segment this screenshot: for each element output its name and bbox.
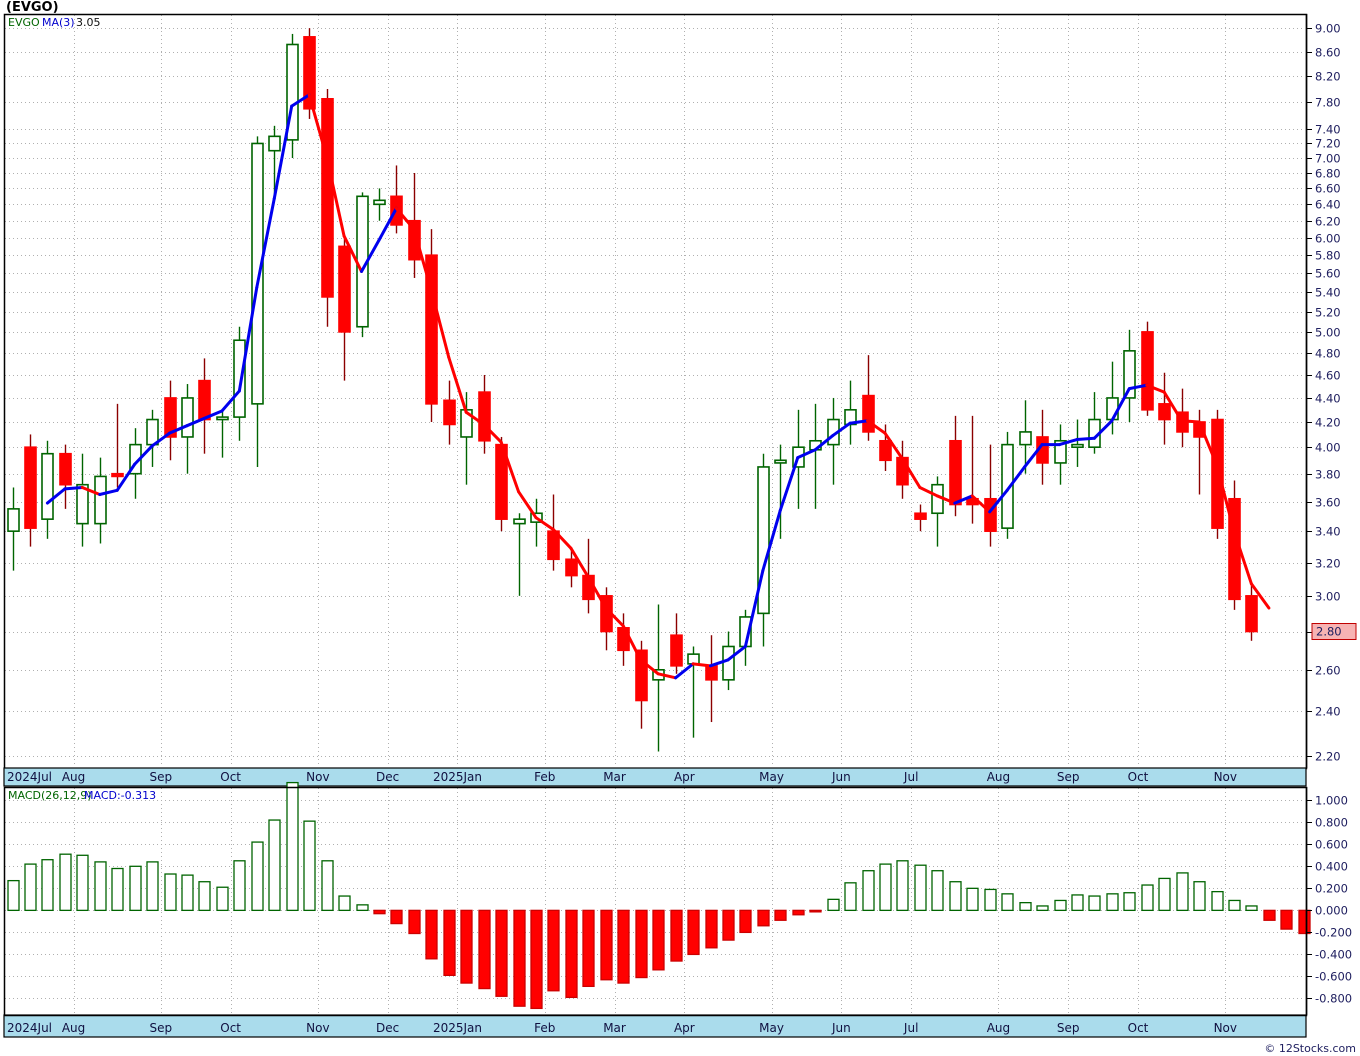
- svg-text:-0.800: -0.800: [1315, 992, 1352, 1006]
- macd-legend: MACD(26,12,9)MACD:-0.313: [8, 789, 156, 802]
- page-title: (EVGO): [6, 0, 59, 15]
- macd-histogram: [7, 781, 1311, 1010]
- svg-text:4.40: 4.40: [1315, 392, 1341, 406]
- svg-text:Oct: Oct: [1128, 1021, 1149, 1035]
- price-axis: 9.00 8.60 8.20 7.80 7.407.207.006.806.60 6.40…: [1305, 14, 1341, 768]
- svg-text:6.40: 6.40: [1315, 198, 1341, 212]
- svg-text:MA(3): MA(3): [42, 16, 75, 29]
- svg-text:7.80: 7.80: [1315, 96, 1341, 110]
- svg-text:Sep: Sep: [150, 770, 173, 784]
- svg-text:6.80: 6.80: [1315, 167, 1341, 181]
- svg-text:0.200: 0.200: [1315, 882, 1348, 896]
- copyright-label: © 12Stocks.com: [1264, 1042, 1356, 1055]
- svg-text:May: May: [759, 1021, 784, 1035]
- svg-text:0.800: 0.800: [1315, 816, 1348, 830]
- svg-text:-0.400: -0.400: [1315, 948, 1352, 962]
- svg-text:2025Jan: 2025Jan: [433, 1021, 482, 1035]
- svg-text:4.20: 4.20: [1315, 416, 1341, 430]
- svg-text:Mar: Mar: [603, 770, 626, 784]
- svg-text:Aug: Aug: [987, 770, 1010, 784]
- svg-text:Jun: Jun: [831, 770, 851, 784]
- svg-text:Sep: Sep: [1057, 770, 1080, 784]
- svg-text:0.400: 0.400: [1315, 860, 1348, 874]
- svg-text:5.80: 5.80: [1315, 249, 1341, 263]
- svg-text:Aug: Aug: [987, 1021, 1010, 1035]
- svg-text:2024Jul: 2024Jul: [7, 1021, 52, 1035]
- svg-text:6.60: 6.60: [1315, 182, 1341, 196]
- svg-text:May: May: [759, 770, 784, 784]
- last-price-tag: 2.80: [1311, 623, 1357, 641]
- svg-text:Nov: Nov: [1214, 770, 1237, 784]
- svg-text:1.000: 1.000: [1315, 794, 1348, 808]
- svg-text:7.00: 7.00: [1315, 152, 1341, 166]
- svg-text:Dec: Dec: [376, 770, 399, 784]
- svg-text:6.00: 6.00: [1315, 232, 1341, 246]
- svg-text:Sep: Sep: [150, 1021, 173, 1035]
- svg-text:3.60: 3.60: [1315, 496, 1341, 510]
- svg-text:2.60: 2.60: [1315, 664, 1341, 678]
- svg-text:2.20: 2.20: [1315, 750, 1341, 764]
- svg-text:Oct: Oct: [220, 1021, 241, 1035]
- svg-text:Apr: Apr: [674, 1021, 695, 1035]
- svg-text:5.40: 5.40: [1315, 286, 1341, 300]
- svg-text:MACD(26,12,9): MACD(26,12,9): [8, 789, 92, 802]
- svg-text:Aug: Aug: [62, 1021, 85, 1035]
- svg-text:Oct: Oct: [1128, 770, 1149, 784]
- svg-text:Mar: Mar: [603, 1021, 626, 1035]
- date-axis-lower: 2024Jul Aug Sep Oct Nov Dec 2025Jan Feb Mar Apr Ma…: [3, 1014, 1307, 1038]
- svg-text:2025Jan: 2025Jan: [433, 770, 482, 784]
- svg-text:9.00: 9.00: [1315, 22, 1341, 36]
- svg-text:EVGO: EVGO: [8, 16, 40, 29]
- svg-text:Aug: Aug: [62, 770, 85, 784]
- svg-text:3.00: 3.00: [1315, 590, 1341, 604]
- svg-text:Oct: Oct: [220, 770, 241, 784]
- svg-text:5.00: 5.00: [1315, 326, 1341, 340]
- date-axis-upper: 2024Jul Aug Sep Oct Nov Dec 2025Jan Feb Mar Apr Ma…: [3, 767, 1307, 787]
- svg-text:MACD:-0.313: MACD:-0.313: [84, 789, 156, 802]
- svg-text:Nov: Nov: [1214, 1021, 1237, 1035]
- svg-text:Feb: Feb: [534, 770, 555, 784]
- svg-text:Apr: Apr: [674, 770, 695, 784]
- svg-text:-0.200: -0.200: [1315, 926, 1352, 940]
- svg-text:Jul: Jul: [903, 1021, 918, 1035]
- svg-text:Jun: Jun: [831, 1021, 851, 1035]
- macd-axis: 1.000 0.800 0.600 0.400 0.200 0.000 -0.200 -0.4…: [1305, 787, 1352, 1015]
- svg-text:8.20: 8.20: [1315, 70, 1341, 84]
- svg-text:2.80: 2.80: [1316, 625, 1342, 639]
- svg-text:3.20: 3.20: [1315, 557, 1341, 571]
- svg-text:6.20: 6.20: [1315, 215, 1341, 229]
- svg-text:8.60: 8.60: [1315, 46, 1341, 60]
- svg-text:Nov: Nov: [306, 1021, 329, 1035]
- svg-text:Dec: Dec: [376, 1021, 399, 1035]
- price-legend: EVGO MA(3) 3.05: [8, 16, 101, 29]
- svg-text:7.20: 7.20: [1315, 137, 1341, 151]
- svg-text:2024Jul: 2024Jul: [7, 770, 52, 784]
- ma3-overlay-line: [45, 93, 1271, 680]
- svg-text:3.05: 3.05: [76, 16, 101, 29]
- svg-text:Feb: Feb: [534, 1021, 555, 1035]
- svg-text:4.60: 4.60: [1315, 369, 1341, 383]
- svg-text:4.80: 4.80: [1315, 347, 1341, 361]
- candlestick-series: [7, 28, 1258, 752]
- svg-text:Nov: Nov: [306, 770, 329, 784]
- svg-text:3.40: 3.40: [1315, 525, 1341, 539]
- svg-text:5.20: 5.20: [1315, 306, 1341, 320]
- price-grid: [5, 15, 1305, 767]
- svg-text:3.80: 3.80: [1315, 468, 1341, 482]
- svg-text:7.40: 7.40: [1315, 123, 1341, 137]
- svg-text:Jul: Jul: [903, 770, 918, 784]
- svg-text:0.000: 0.000: [1315, 904, 1348, 918]
- svg-text:4.00: 4.00: [1315, 441, 1341, 455]
- svg-text:-0.600: -0.600: [1315, 970, 1352, 984]
- svg-text:Sep: Sep: [1057, 1021, 1080, 1035]
- svg-text:2.40: 2.40: [1315, 705, 1341, 719]
- svg-text:0.600: 0.600: [1315, 838, 1348, 852]
- svg-text:5.60: 5.60: [1315, 267, 1341, 281]
